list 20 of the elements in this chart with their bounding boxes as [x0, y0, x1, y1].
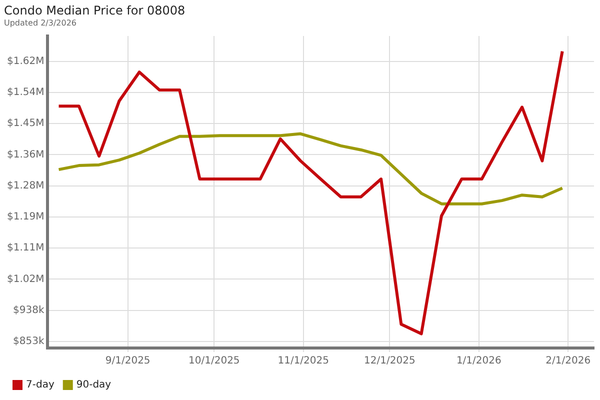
y-tick-label: $1.62M — [6, 56, 44, 67]
x-tick-label: 12/1/2025 — [364, 356, 416, 367]
y-tick-label: $1.19M — [6, 212, 44, 223]
chart-title: Condo Median Price for 08008 — [4, 3, 186, 18]
y-tick-label: $1.02M — [6, 274, 44, 285]
y-tick-label: $1.11M — [6, 242, 44, 254]
x-tick-label: 9/1/2025 — [105, 356, 150, 367]
chart-subtitle: Updated 2/3/2026 — [4, 18, 77, 28]
y-tick-label: $938k — [13, 304, 44, 316]
legend-label: 7-day — [26, 380, 54, 391]
y-tick-label: $1.28M — [6, 180, 44, 192]
y-tick-label: $1.54M — [6, 87, 44, 98]
y-tick-label: $1.45M — [6, 118, 44, 130]
y-tick-label: $1.36M — [6, 149, 44, 160]
x-tick-label: 2/1/2026 — [546, 356, 591, 367]
x-tick-label: 11/1/2025 — [278, 356, 330, 367]
legend-label: 90-day — [76, 380, 112, 391]
y-tick-label: $853k — [13, 336, 44, 348]
x-tick-label: 1/1/2026 — [456, 356, 502, 367]
x-tick-label: 10/1/2025 — [188, 356, 240, 367]
